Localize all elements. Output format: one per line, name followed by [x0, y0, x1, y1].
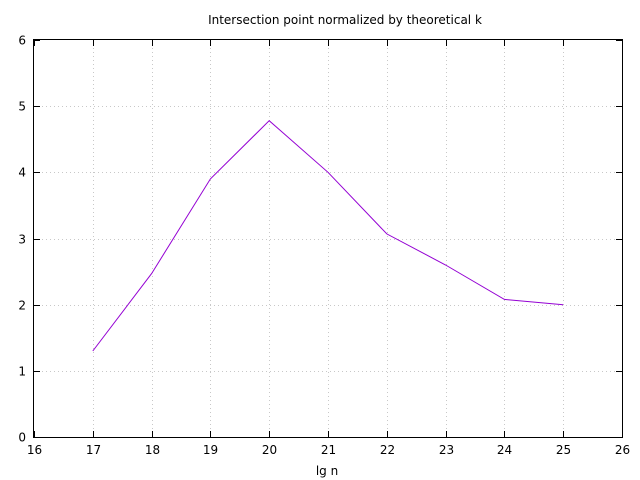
- y-tick-label: 1: [18, 365, 26, 379]
- x-tick-label: 24: [497, 443, 512, 457]
- x-tick-label: 25: [556, 443, 571, 457]
- y-tick-label: 0: [18, 431, 26, 445]
- x-tick-label: 22: [380, 443, 395, 457]
- x-tick-label: 21: [321, 443, 336, 457]
- plot-area: [92, 120, 564, 352]
- y-tick-label: 2: [18, 299, 26, 313]
- chart-title: Intersection point normalized by theoret…: [208, 13, 482, 27]
- grid: [34, 40, 622, 437]
- x-axis-label: lg n: [316, 464, 338, 478]
- y-tick-label: 4: [18, 166, 26, 180]
- plot-frame: [33, 39, 623, 438]
- x-tick-label: 19: [203, 443, 218, 457]
- x-tick-label: 18: [145, 443, 160, 457]
- x-tick-label: 23: [439, 443, 454, 457]
- series-line: [92, 120, 564, 352]
- x-tick-label: 17: [86, 443, 101, 457]
- x-tick-label: 26: [615, 443, 630, 457]
- x-tick-label: 16: [27, 443, 42, 457]
- y-tick-label: 5: [18, 100, 26, 114]
- y-tick-label: 3: [18, 233, 26, 247]
- y-tick-label: 6: [18, 34, 26, 48]
- x-tick-label: 20: [262, 443, 277, 457]
